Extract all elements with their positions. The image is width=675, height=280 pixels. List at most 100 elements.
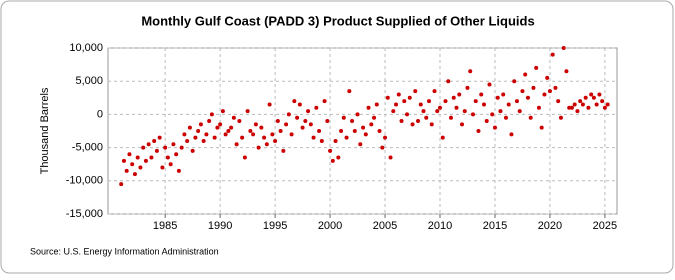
data-point [165, 155, 170, 160]
data-point [347, 89, 352, 94]
data-point [176, 168, 181, 173]
x-tick-label: 2015 [483, 220, 507, 232]
data-point [531, 85, 536, 90]
data-point [314, 105, 319, 110]
data-point [190, 148, 195, 153]
data-point [143, 158, 148, 163]
data-point [597, 92, 602, 97]
data-point [385, 95, 390, 100]
x-tick-label: 2025 [593, 220, 617, 232]
data-point [591, 95, 596, 100]
frame [0, 0, 674, 274]
data-point [361, 125, 366, 130]
data-point [322, 99, 327, 104]
data-point [306, 109, 311, 114]
data-point [396, 92, 401, 97]
data-point [319, 138, 324, 143]
data-point [424, 115, 429, 120]
y-tick-label: 0 [97, 108, 103, 120]
data-point [171, 142, 176, 147]
data-point [438, 105, 443, 110]
data-point [495, 95, 500, 100]
data-point [405, 112, 410, 117]
data-point [160, 165, 165, 170]
data-point [141, 145, 146, 150]
data-point [256, 145, 261, 150]
data-point [234, 142, 239, 147]
data-point [284, 122, 289, 127]
data-point [432, 89, 437, 94]
data-point [589, 92, 594, 97]
data-point [270, 132, 275, 137]
data-point [231, 115, 236, 120]
x-tick-label: 1985 [153, 220, 177, 232]
data-point [163, 145, 168, 150]
data-point [267, 102, 272, 107]
x-tick-label: 1995 [263, 220, 287, 232]
data-point [594, 102, 599, 107]
y-tick-label: -15,000 [66, 208, 103, 220]
y-tick-label: -5,000 [72, 142, 103, 154]
data-point [330, 158, 335, 163]
data-point [350, 119, 355, 124]
data-point [479, 92, 484, 97]
data-point [556, 99, 561, 104]
data-point [215, 125, 220, 130]
data-point [187, 125, 192, 130]
source-note: Source: U.S. Energy Information Administ… [30, 246, 219, 256]
data-point [427, 99, 432, 104]
data-point [201, 138, 206, 143]
data-point [394, 102, 399, 107]
data-point [168, 162, 173, 167]
data-point [451, 95, 456, 100]
data-point [121, 158, 126, 163]
x-tick-label: 2020 [538, 220, 562, 232]
data-point [487, 82, 492, 87]
y-tick-label: -10,000 [66, 175, 103, 187]
data-point [281, 148, 286, 153]
data-point [363, 132, 368, 137]
data-point [328, 148, 333, 153]
data-point [339, 129, 344, 133]
data-point [374, 102, 379, 107]
chart-title: Monthly Gulf Coast (PADD 3) Product Supp… [141, 13, 534, 28]
data-point [539, 125, 544, 130]
data-point [520, 89, 525, 94]
data-point [402, 99, 407, 104]
data-point [600, 99, 605, 104]
data-point [275, 119, 280, 124]
data-point [481, 102, 486, 107]
data-point [407, 95, 412, 100]
data-point [435, 109, 440, 114]
data-point [358, 142, 363, 147]
data-point [240, 135, 245, 140]
data-point [470, 112, 475, 117]
data-point [341, 115, 346, 120]
data-point [336, 155, 341, 160]
data-point [542, 92, 547, 97]
data-point [138, 165, 143, 170]
data-point [251, 132, 256, 137]
data-point [300, 125, 305, 130]
data-point [132, 172, 137, 177]
x-tick-label: 2010 [428, 220, 452, 232]
data-point [311, 135, 316, 140]
data-point [262, 135, 267, 140]
data-point [259, 125, 264, 130]
data-point [509, 132, 514, 137]
data-point [528, 115, 533, 120]
data-point [317, 129, 322, 133]
data-point [383, 135, 388, 140]
data-point [418, 102, 423, 107]
data-point [237, 119, 242, 124]
data-point [119, 182, 124, 187]
data-point [303, 119, 308, 124]
data-point [289, 132, 294, 137]
data-point [564, 69, 569, 74]
data-point [204, 132, 209, 137]
data-point [154, 148, 159, 153]
data-point [333, 138, 338, 143]
y-tick-label: 5,000 [75, 75, 103, 87]
x-tick-label: 1990 [208, 220, 232, 232]
data-point [523, 72, 528, 77]
